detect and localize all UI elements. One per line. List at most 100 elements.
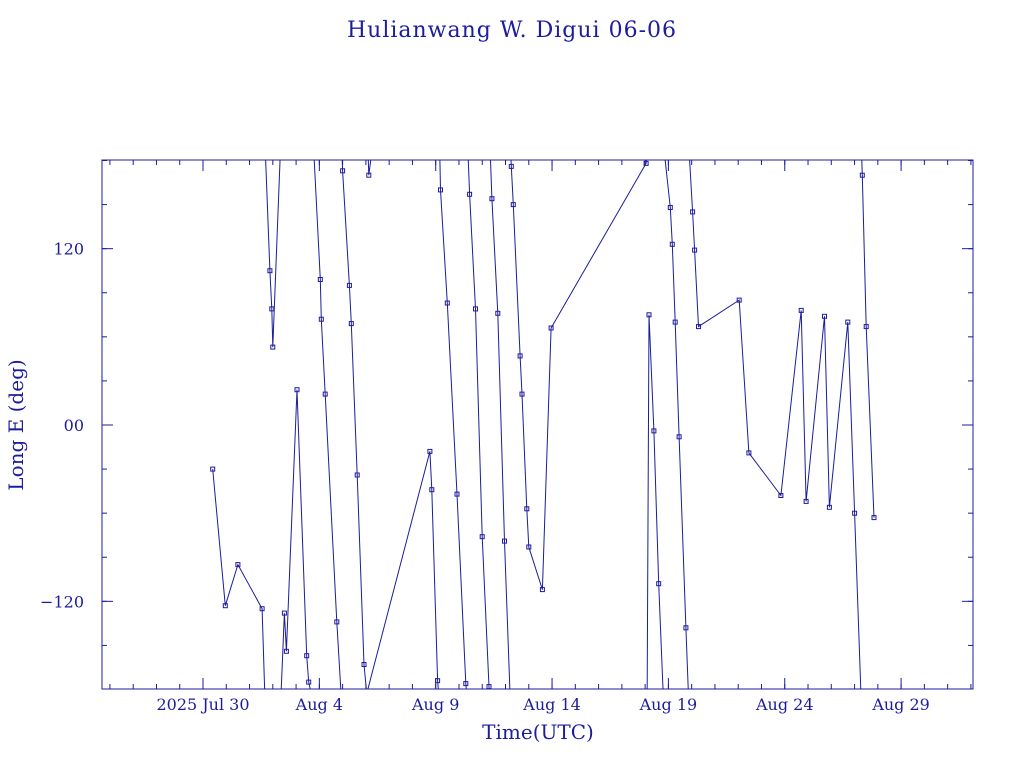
data-point bbox=[438, 187, 443, 193]
data-point bbox=[692, 247, 698, 253]
data-point bbox=[826, 504, 832, 510]
data-point bbox=[519, 391, 525, 397]
series-line bbox=[341, 160, 367, 689]
data-point bbox=[222, 603, 228, 609]
data-point bbox=[736, 297, 742, 303]
data-point bbox=[656, 581, 662, 587]
data-point bbox=[508, 163, 514, 169]
data-point bbox=[852, 510, 858, 516]
y-tick-label: −120 bbox=[40, 592, 84, 611]
data-point bbox=[845, 319, 851, 325]
x-tick-label: Aug 29 bbox=[871, 695, 930, 714]
data-point bbox=[454, 491, 460, 497]
data-point bbox=[429, 487, 435, 493]
data-point bbox=[683, 625, 689, 631]
data-point bbox=[361, 662, 367, 667]
data-point bbox=[306, 679, 312, 685]
data-point bbox=[473, 306, 478, 312]
x-tick-label: Aug 24 bbox=[755, 695, 814, 714]
data-point bbox=[435, 678, 441, 684]
series-line bbox=[646, 314, 664, 689]
x-tick-label: Aug 19 bbox=[639, 695, 698, 714]
data-point bbox=[210, 466, 216, 472]
data-point bbox=[643, 160, 649, 166]
data-point bbox=[283, 648, 289, 654]
data-point bbox=[746, 450, 752, 456]
data-point bbox=[463, 681, 469, 687]
data-point bbox=[539, 587, 545, 593]
data-point bbox=[467, 191, 473, 197]
series-line bbox=[367, 160, 372, 176]
data-point bbox=[859, 172, 865, 178]
data-point bbox=[444, 300, 450, 306]
data-point bbox=[281, 610, 287, 616]
series-markers bbox=[210, 160, 877, 690]
data-point bbox=[486, 684, 492, 690]
series-lines bbox=[212, 160, 875, 689]
series-line bbox=[467, 160, 490, 689]
data-point bbox=[495, 310, 501, 316]
data-point bbox=[676, 434, 682, 440]
data-point bbox=[322, 391, 328, 397]
data-point bbox=[510, 202, 516, 208]
y-tick-label: 120 bbox=[53, 240, 84, 259]
data-point bbox=[318, 316, 324, 322]
series-line bbox=[367, 451, 439, 689]
chart-title: Hulianwang W. Digui 06-06 bbox=[347, 18, 677, 43]
x-axis-label: Time(UTC) bbox=[482, 720, 594, 744]
data-point bbox=[690, 209, 696, 215]
data-point bbox=[667, 205, 673, 210]
data-point bbox=[526, 544, 532, 550]
series-line bbox=[265, 160, 281, 348]
data-point bbox=[798, 307, 804, 313]
x-tick-label: 2025 Jul 30 bbox=[156, 695, 249, 714]
data-point bbox=[863, 324, 869, 330]
y-axis-label: Long E (deg) bbox=[4, 359, 28, 490]
data-point bbox=[269, 306, 275, 312]
data-point bbox=[778, 493, 784, 498]
x-tick-label: Aug 14 bbox=[522, 695, 581, 714]
series-line bbox=[689, 160, 862, 689]
data-point bbox=[348, 321, 354, 327]
y-tick-label: 00 bbox=[64, 416, 84, 435]
series-line bbox=[490, 160, 511, 689]
data-point bbox=[334, 619, 340, 625]
data-point bbox=[696, 324, 701, 330]
series-line bbox=[861, 160, 875, 518]
data-point bbox=[235, 562, 241, 568]
data-point bbox=[340, 168, 346, 174]
data-point bbox=[317, 277, 323, 282]
data-point bbox=[517, 353, 523, 359]
data-point bbox=[259, 606, 265, 612]
x-tick-label: Aug 9 bbox=[411, 695, 459, 714]
data-point bbox=[267, 268, 273, 274]
data-point bbox=[366, 172, 372, 178]
data-point bbox=[304, 653, 310, 659]
series-line bbox=[313, 160, 342, 689]
data-point bbox=[354, 472, 360, 478]
data-point bbox=[669, 241, 675, 247]
data-point bbox=[871, 515, 877, 521]
data-point bbox=[427, 448, 433, 454]
data-point bbox=[346, 282, 352, 288]
data-point bbox=[502, 538, 507, 544]
axis-ticks bbox=[102, 160, 973, 689]
series-line bbox=[439, 160, 467, 689]
data-point bbox=[479, 534, 485, 540]
data-point bbox=[651, 428, 657, 434]
data-point bbox=[672, 319, 678, 325]
series-line bbox=[280, 389, 311, 689]
series-line bbox=[510, 160, 647, 590]
data-point bbox=[270, 344, 276, 350]
plot-frame bbox=[101, 159, 974, 690]
data-point bbox=[548, 325, 554, 331]
series-line bbox=[212, 469, 266, 689]
data-point bbox=[803, 498, 809, 504]
data-point bbox=[646, 312, 652, 318]
data-point bbox=[294, 387, 300, 393]
data-point bbox=[524, 506, 530, 512]
x-tick-label: Aug 4 bbox=[295, 695, 343, 714]
data-point bbox=[822, 313, 827, 319]
series-line bbox=[664, 160, 689, 689]
